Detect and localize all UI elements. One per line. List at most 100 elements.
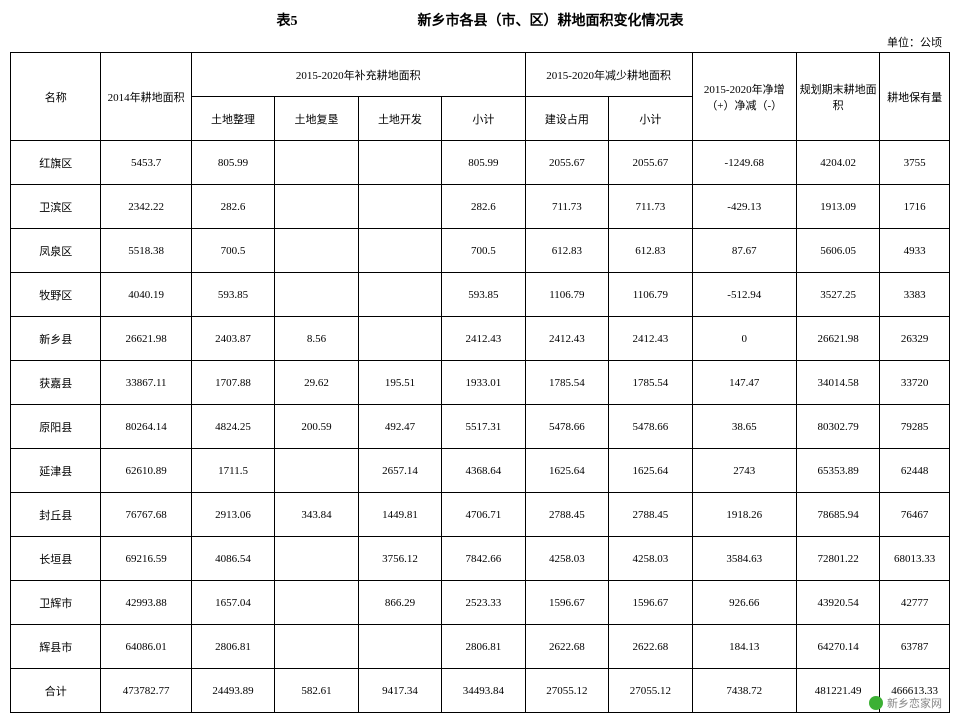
- table-cell: 24493.89: [191, 669, 274, 713]
- col-reduce-group: 2015-2020年减少耕地面积: [525, 53, 692, 97]
- table-cell: 26329: [880, 317, 950, 361]
- table-cell: 29.62: [275, 361, 358, 405]
- table-cell: [275, 273, 358, 317]
- table-cell: 封丘县: [11, 493, 101, 537]
- table-row: 合计473782.7724493.89582.619417.3434493.84…: [11, 669, 950, 713]
- table-cell: 87.67: [692, 229, 796, 273]
- table-cell: 33867.11: [101, 361, 191, 405]
- table-cell: 866.29: [358, 581, 441, 625]
- table-cell: 343.84: [275, 493, 358, 537]
- table-cell: 牧野区: [11, 273, 101, 317]
- table-cell: 80264.14: [101, 405, 191, 449]
- table-cell: 64270.14: [796, 625, 879, 669]
- table-cell: 1933.01: [442, 361, 526, 405]
- table-cell: 延津县: [11, 449, 101, 493]
- table-row: 延津县62610.891711.52657.144368.641625.6416…: [11, 449, 950, 493]
- table-row: 卫辉市42993.881657.04866.292523.331596.6715…: [11, 581, 950, 625]
- col-name: 名称: [11, 53, 101, 141]
- table-cell: 2342.22: [101, 185, 191, 229]
- col-tdfk: 土地复垦: [275, 97, 358, 141]
- table-cell: 147.47: [692, 361, 796, 405]
- table-cell: 2523.33: [442, 581, 526, 625]
- table-cell: 凤泉区: [11, 229, 101, 273]
- table-cell: [275, 141, 358, 185]
- table-cell: 2788.45: [525, 493, 608, 537]
- table-cell: 42993.88: [101, 581, 191, 625]
- table-cell: [358, 185, 441, 229]
- table-cell: 38.65: [692, 405, 796, 449]
- table-cell: 7438.72: [692, 669, 796, 713]
- table-cell: 711.73: [609, 185, 692, 229]
- table-cell: 1785.54: [525, 361, 608, 405]
- table-row: 红旗区5453.7805.99805.992055.672055.67-1249…: [11, 141, 950, 185]
- table-cell: 26621.98: [796, 317, 879, 361]
- table-cell: 72801.22: [796, 537, 879, 581]
- table-cell: 2743: [692, 449, 796, 493]
- table-cell: 5518.38: [101, 229, 191, 273]
- table-cell: 2622.68: [609, 625, 692, 669]
- table-cell: [358, 317, 441, 361]
- table-cell: 4933: [880, 229, 950, 273]
- table-cell: 34493.84: [442, 669, 526, 713]
- table-cell: 26621.98: [101, 317, 191, 361]
- table-cell: 1657.04: [191, 581, 274, 625]
- table-cell: 合计: [11, 669, 101, 713]
- table-row: 原阳县80264.144824.25200.59492.475517.31547…: [11, 405, 950, 449]
- unit-label: 单位：公顷: [10, 34, 950, 50]
- table-cell: -1249.68: [692, 141, 796, 185]
- table-cell: 2806.81: [191, 625, 274, 669]
- table-row: 封丘县76767.682913.06343.841449.814706.7127…: [11, 493, 950, 537]
- table-cell: 3755: [880, 141, 950, 185]
- table-cell: 1785.54: [609, 361, 692, 405]
- table-cell: 8.56: [275, 317, 358, 361]
- col-planend: 规划期末耕地面积: [796, 53, 879, 141]
- table-cell: [275, 229, 358, 273]
- table-cell: 593.85: [191, 273, 274, 317]
- table-cell: 42777: [880, 581, 950, 625]
- table-cell: 2055.67: [609, 141, 692, 185]
- table-cell: 5517.31: [442, 405, 526, 449]
- table-cell: 612.83: [609, 229, 692, 273]
- table-cell: 长垣县: [11, 537, 101, 581]
- table-cell: 195.51: [358, 361, 441, 405]
- table-row: 卫滨区2342.22282.6282.6711.73711.73-429.131…: [11, 185, 950, 229]
- table-cell: 3527.25: [796, 273, 879, 317]
- table-cell: 1106.79: [609, 273, 692, 317]
- table-cell: 5478.66: [609, 405, 692, 449]
- table-cell: 282.6: [191, 185, 274, 229]
- table-cell: 5606.05: [796, 229, 879, 273]
- table-cell: 5478.66: [525, 405, 608, 449]
- table-cell: 1596.67: [525, 581, 608, 625]
- table-cell: 79285: [880, 405, 950, 449]
- table-cell: 新乡县: [11, 317, 101, 361]
- col-jszy: 建设占用: [525, 97, 608, 141]
- table-cell: 805.99: [191, 141, 274, 185]
- table-cell: 2806.81: [442, 625, 526, 669]
- table-cell: 65353.89: [796, 449, 879, 493]
- table-cell: 481221.49: [796, 669, 879, 713]
- table-cell: 辉县市: [11, 625, 101, 669]
- table-cell: [358, 229, 441, 273]
- table-cell: [358, 141, 441, 185]
- table-cell: 68013.33: [880, 537, 950, 581]
- col-keep: 耕地保有量: [880, 53, 950, 141]
- table-cell: 492.47: [358, 405, 441, 449]
- col-subtotal1: 小计: [442, 97, 526, 141]
- table-cell: [275, 625, 358, 669]
- table-cell: 1711.5: [191, 449, 274, 493]
- col-tdkf: 土地开发: [358, 97, 441, 141]
- table-cell: 7842.66: [442, 537, 526, 581]
- table-cell: 2913.06: [191, 493, 274, 537]
- table-cell: [275, 449, 358, 493]
- table-cell: 33720: [880, 361, 950, 405]
- table-cell: 2788.45: [609, 493, 692, 537]
- col-2014: 2014年耕地面积: [101, 53, 191, 141]
- table-cell: 80302.79: [796, 405, 879, 449]
- table-cell: 3584.63: [692, 537, 796, 581]
- table-cell: 76767.68: [101, 493, 191, 537]
- table-cell: 1716: [880, 185, 950, 229]
- table-cell: 3756.12: [358, 537, 441, 581]
- table-cell: 62448: [880, 449, 950, 493]
- table-cell: 5453.7: [101, 141, 191, 185]
- table-row: 新乡县26621.982403.878.562412.432412.432412…: [11, 317, 950, 361]
